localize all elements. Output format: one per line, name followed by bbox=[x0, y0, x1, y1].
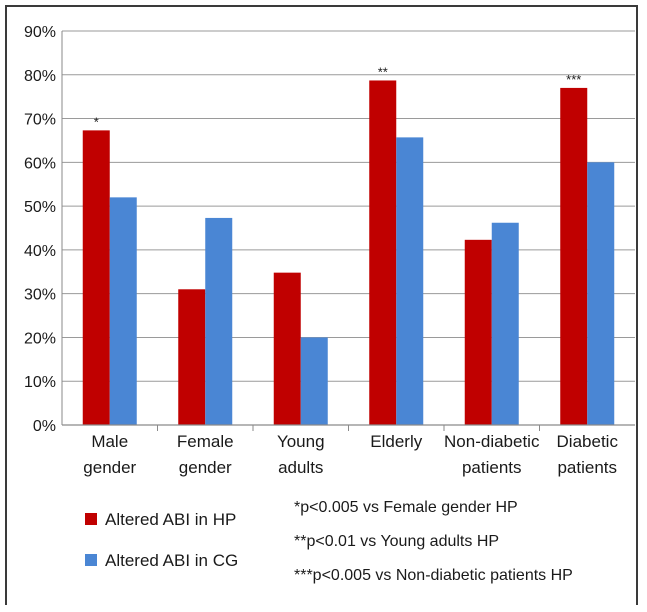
bar-hp bbox=[178, 289, 206, 425]
bars bbox=[82, 80, 615, 426]
bar-chart: 0%10%20%30%40%50%60%70%80%90% *** *** Mal… bbox=[24, 24, 635, 584]
bar-hp bbox=[560, 87, 588, 426]
footnote: ***p<0.005 vs Non-diabetic patients HP bbox=[294, 567, 573, 584]
significance-marker: *** bbox=[566, 72, 581, 87]
bar-cg bbox=[587, 162, 615, 426]
category-label: Male bbox=[91, 432, 128, 451]
legend: Altered ABI in HP Altered ABI in CG bbox=[85, 510, 238, 570]
y-tick-label: 50% bbox=[24, 199, 56, 216]
category-label: Non-diabetic bbox=[444, 432, 540, 451]
y-axis-ticks: 0% 10% 20% 30% 40% 50% 60% 70% 80% 90% bbox=[24, 24, 56, 435]
chart-frame: 0% 10% 20% 30% 40% 50% 60% 70% 80% 90% * ** *** Mal… bbox=[5, 5, 638, 605]
significance-markers: *** *** bbox=[94, 64, 582, 129]
bar-hp bbox=[273, 272, 301, 425]
category-label: adults bbox=[278, 458, 323, 477]
bar-hp bbox=[82, 130, 110, 425]
category-label: patients bbox=[462, 458, 522, 477]
y-tick-label: 10% bbox=[24, 374, 56, 391]
significance-marker: * bbox=[94, 114, 99, 129]
y-tick-label: 40% bbox=[24, 243, 56, 260]
y-tick-label: 0% bbox=[33, 418, 56, 435]
bar-cg bbox=[491, 222, 519, 425]
bar-cg bbox=[396, 137, 424, 425]
gridlines bbox=[62, 30, 635, 382]
bar-cg bbox=[300, 337, 328, 425]
bar-hp bbox=[464, 239, 492, 425]
footnote: *p<0.005 vs Female gender HP bbox=[294, 499, 518, 516]
category-label: Young bbox=[277, 432, 325, 451]
legend-label: Altered ABI in CG bbox=[105, 551, 238, 570]
category-label: patients bbox=[557, 458, 617, 477]
legend-swatch bbox=[85, 554, 97, 566]
bar-cg bbox=[109, 197, 137, 425]
bar-hp bbox=[369, 80, 397, 426]
bar-cg bbox=[205, 217, 233, 425]
footnote: **p<0.01 vs Young adults HP bbox=[294, 533, 499, 550]
category-labels: Male gender Female gender Young adults Elderly… bbox=[83, 432, 618, 477]
x-axis bbox=[61, 31, 635, 431]
y-tick-label: 30% bbox=[24, 287, 56, 304]
category-label: Elderly bbox=[370, 432, 422, 451]
category-label: gender bbox=[179, 458, 232, 477]
category-label: gender bbox=[83, 458, 136, 477]
footnotes: *p<0.005 vs Female gender HP **p<0.01 vs … bbox=[294, 499, 573, 584]
legend-label: Altered ABI in HP bbox=[105, 510, 236, 529]
y-tick-label: 70% bbox=[24, 112, 56, 129]
y-tick-label: 60% bbox=[24, 155, 56, 172]
y-tick-label: 20% bbox=[24, 330, 56, 347]
category-label: Female bbox=[177, 432, 234, 451]
significance-marker: ** bbox=[378, 64, 388, 79]
y-tick-label: 80% bbox=[24, 68, 56, 85]
category-label: Diabetic bbox=[557, 432, 619, 451]
legend-swatch bbox=[85, 513, 97, 525]
y-tick-label: 90% bbox=[24, 24, 56, 41]
